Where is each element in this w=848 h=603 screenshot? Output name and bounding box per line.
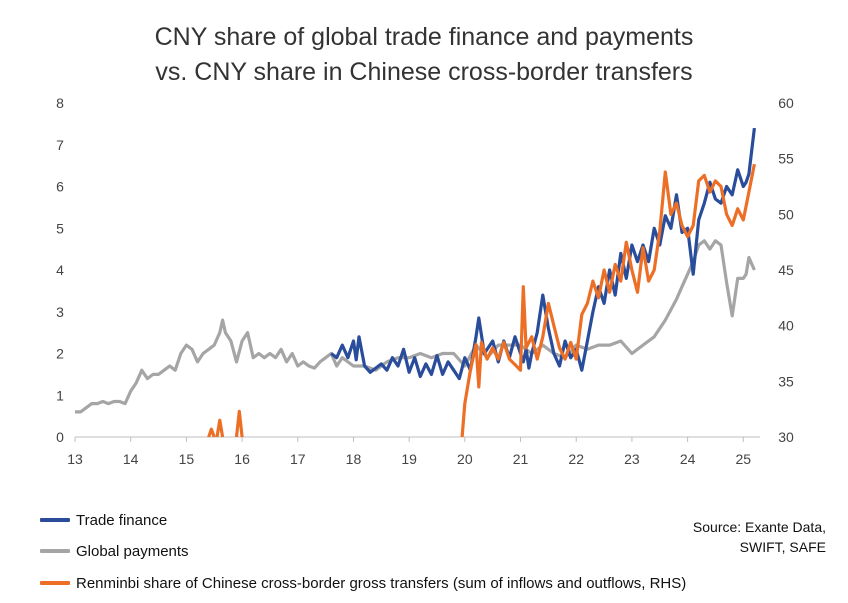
y-left-tick-label: 6 — [56, 179, 64, 195]
series-line-global-payments — [75, 239, 756, 414]
source-line-2: SWIFT, SAFE — [739, 539, 826, 555]
y-right-tick-label: 55 — [778, 151, 794, 167]
legend-label-trade-finance: Trade finance — [76, 511, 168, 529]
source-note: Source: Exante Data, SWIFT, SAFE — [693, 517, 826, 557]
source-line-1: Source: Exante Data, — [692, 519, 826, 535]
legend-swatch-global-payments — [40, 549, 70, 553]
y-left-tick-label: 7 — [56, 137, 64, 153]
y-right-tick-label: 45 — [778, 262, 794, 278]
y-left-tick-label: 3 — [56, 304, 64, 320]
x-tick-label: 18 — [346, 451, 362, 467]
x-tick-label: 13 — [67, 451, 83, 467]
x-tick-label: 15 — [179, 451, 195, 467]
legend-label-renminbi-share: Renminbi share of Chinese cross-border g… — [76, 574, 687, 592]
y-left-tick-label: 5 — [56, 220, 64, 236]
legend-label-global-payments: Global payments — [76, 542, 189, 560]
x-tick-label: 22 — [568, 451, 584, 467]
y-left-tick-label: 0 — [56, 429, 64, 445]
x-tick-label: 24 — [680, 451, 696, 467]
legend-swatch-trade-finance — [40, 518, 70, 522]
y-left-tick-label: 4 — [56, 262, 64, 278]
x-tick-label: 19 — [401, 451, 417, 467]
x-tick-label: 16 — [234, 451, 250, 467]
x-tick-label: 25 — [736, 451, 752, 467]
y-left-tick-label: 1 — [56, 387, 64, 403]
chart-title: CNY share of global trade finance and pa… — [0, 20, 848, 90]
series-line-renminbi-share — [215, 418, 225, 438]
series-line-renminbi-share — [460, 163, 756, 438]
y-right-tick-label: 35 — [778, 373, 794, 389]
y-right-tick-label: 60 — [778, 95, 794, 111]
legend-item-trade-finance: Trade finance — [40, 509, 167, 531]
y-left-tick-label: 2 — [56, 346, 64, 362]
y-left-tick-label: 8 — [56, 95, 64, 111]
chart-title-line2: vs. CNY share in Chinese cross-border tr… — [155, 58, 693, 86]
x-tick-label: 23 — [624, 451, 640, 467]
y-right-tick-label: 40 — [778, 318, 794, 334]
x-tick-label: 14 — [123, 451, 139, 467]
x-tick-label: 20 — [457, 451, 473, 467]
legend-item-renminbi-share: Renminbi share of Chinese cross-border g… — [40, 572, 686, 594]
y-right-tick-label: 30 — [778, 429, 794, 445]
x-tick-label: 17 — [290, 451, 306, 467]
legend-swatch-renminbi-share — [40, 581, 70, 585]
series-line-renminbi-share — [207, 427, 216, 438]
series-line-renminbi-share — [234, 409, 244, 438]
legend-item-global-payments: Global payments — [40, 540, 189, 562]
chart-title-line1: CNY share of global trade finance and pa… — [154, 23, 694, 51]
y-right-tick-label: 50 — [778, 206, 794, 222]
x-tick-label: 21 — [513, 451, 529, 467]
